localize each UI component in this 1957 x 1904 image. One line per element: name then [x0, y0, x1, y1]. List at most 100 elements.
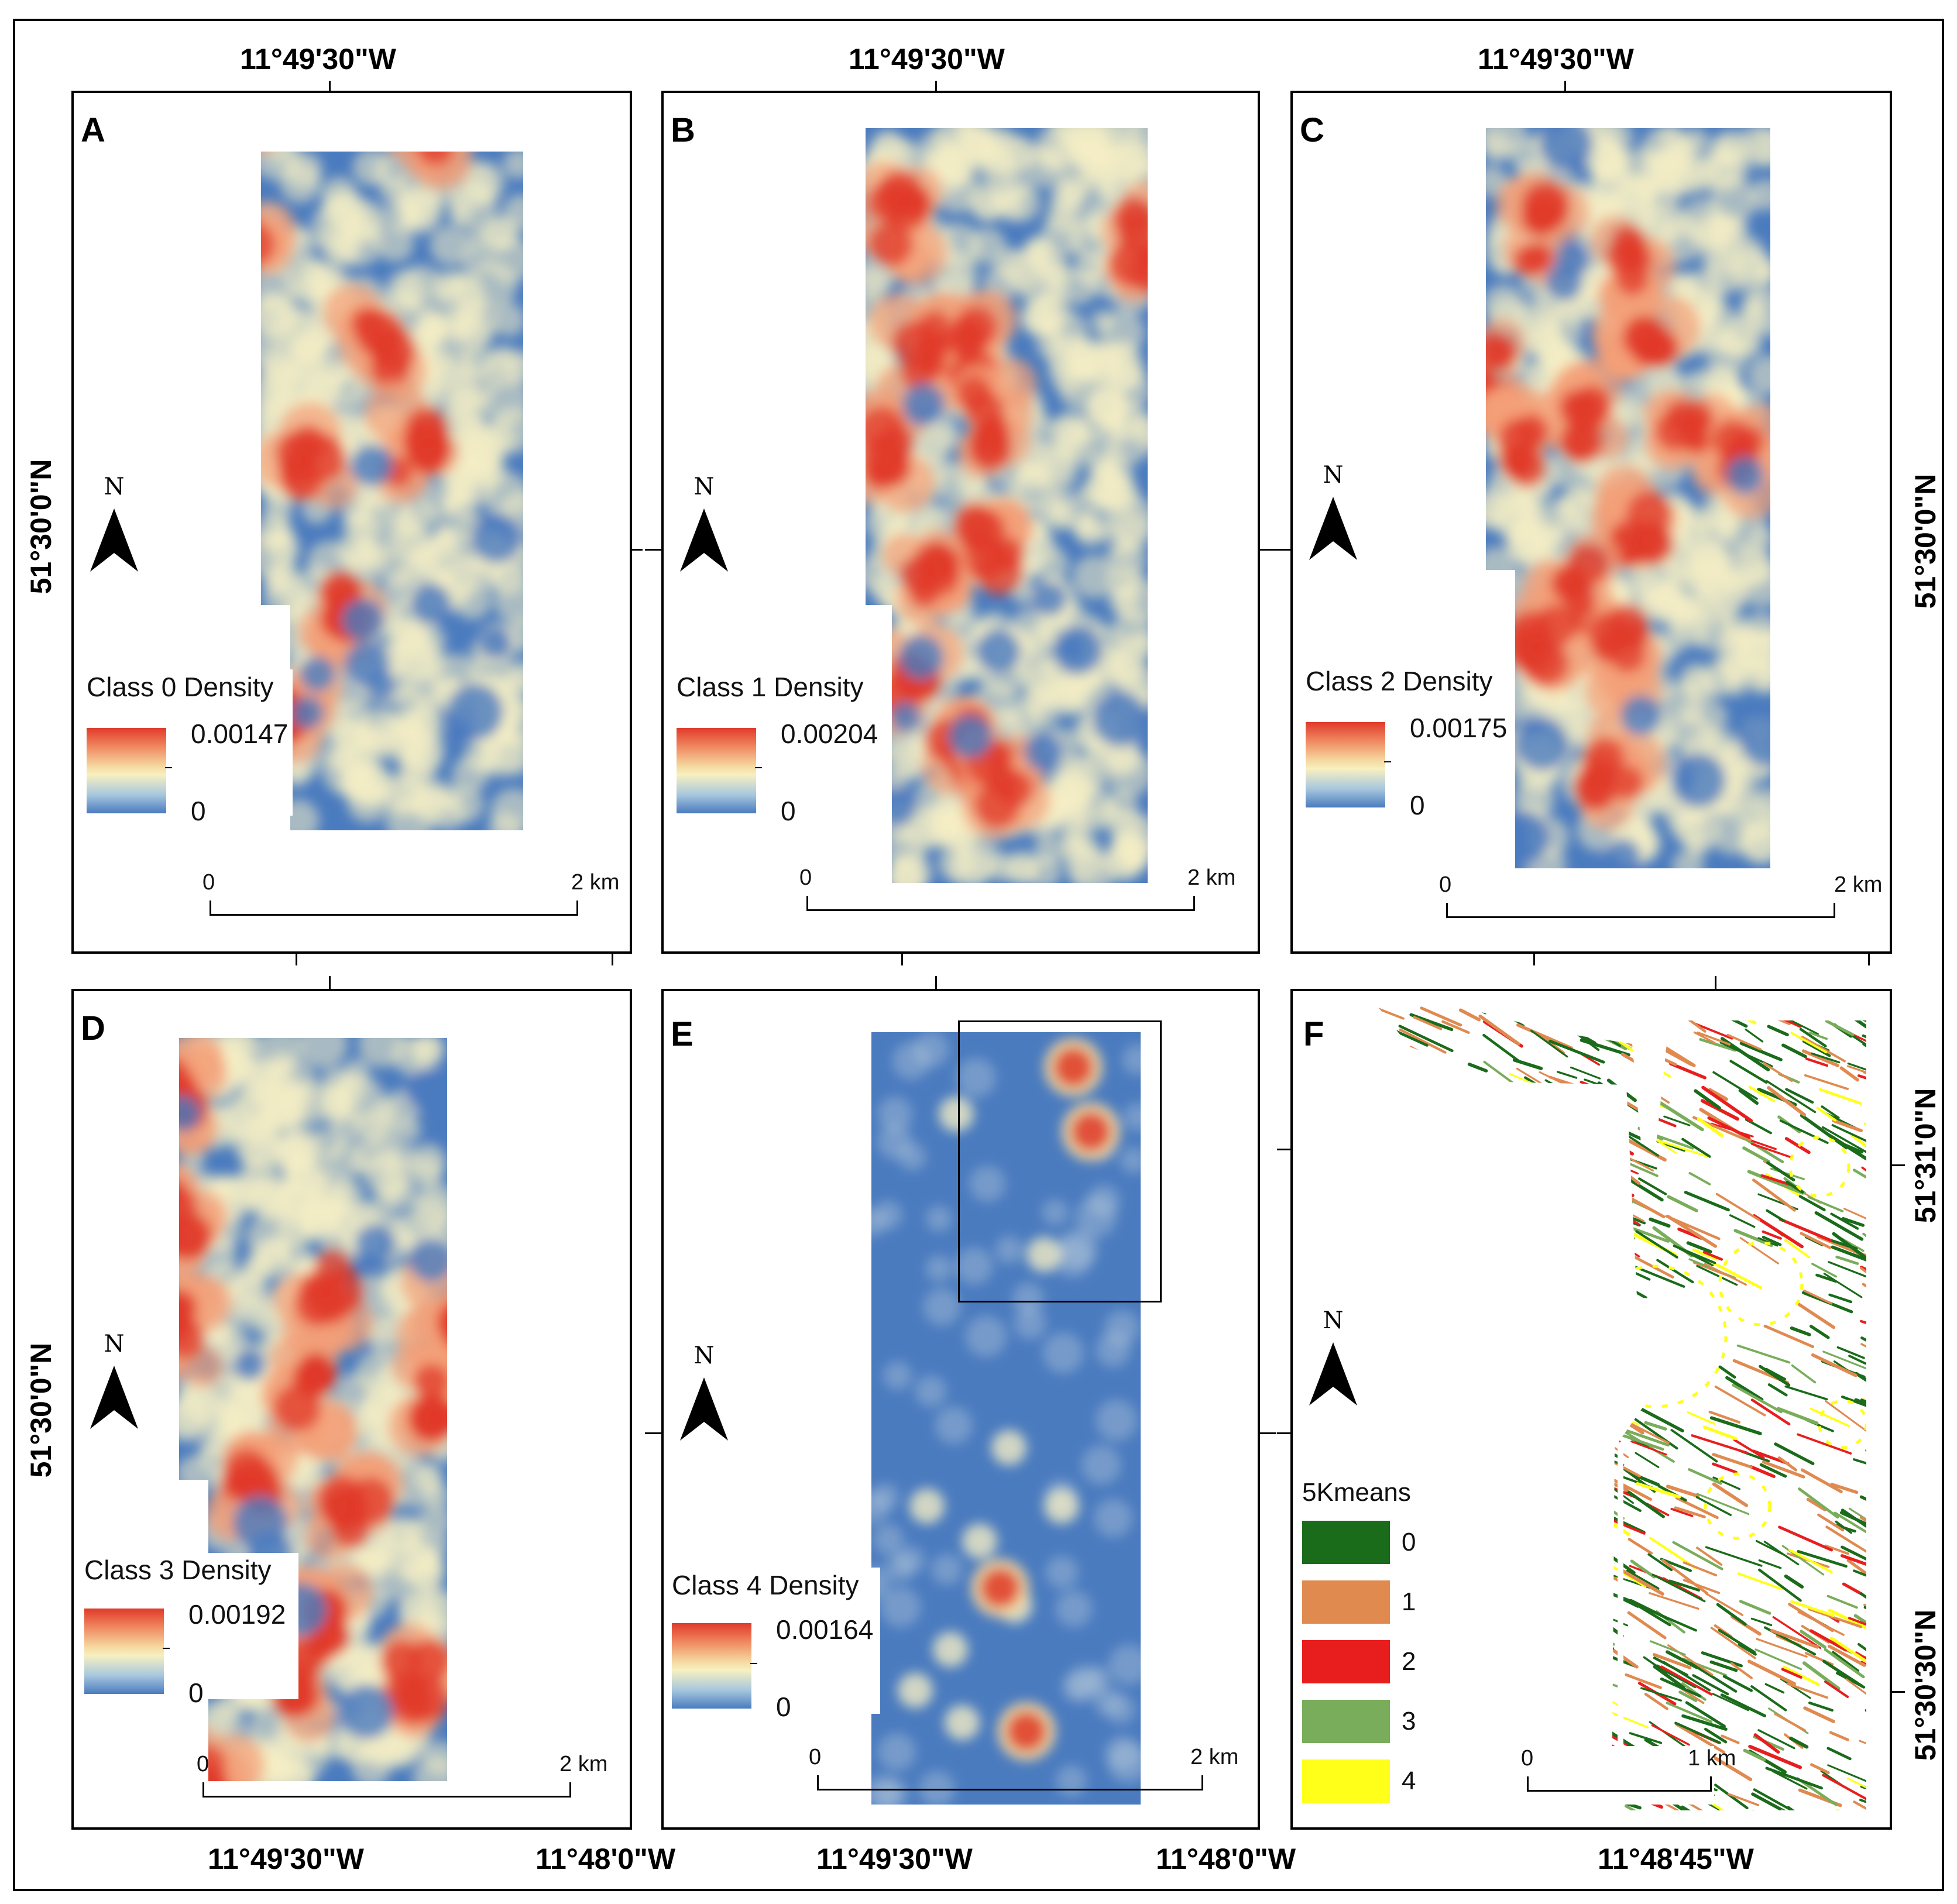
legend-label-class-0: 0 [1402, 1528, 1416, 1556]
scale-bar [210, 901, 578, 916]
legend-max: 0.00192 [188, 1599, 286, 1630]
scale-bar [1446, 903, 1835, 918]
scale-bar [806, 896, 1195, 911]
scale-start: 0 [809, 1745, 822, 1769]
north-arrow-icon [1309, 1342, 1357, 1405]
legend-title: Class 4 Density [672, 1570, 859, 1600]
scale-start: 0 [197, 1752, 210, 1776]
tick-c-left [1274, 549, 1290, 551]
tick-a-right [632, 549, 643, 551]
north-arrow: N [1301, 462, 1365, 561]
left-coord-bottom: 51°30'0"N [25, 1342, 57, 1478]
north-letter: N [693, 473, 715, 500]
north-arrow-icon [680, 508, 728, 572]
density-raster [261, 152, 523, 830]
legend-label-class-4: 4 [1402, 1766, 1416, 1795]
legend-label-class-1: 1 [1402, 1587, 1416, 1616]
tick-f-right2 [1892, 1691, 1905, 1693]
legend-label-class-2: 2 [1402, 1647, 1416, 1676]
tick-row-a2 [612, 954, 613, 965]
panel-f: F N 5Kmeans 0 1 2 3 4 0 1 km [1290, 989, 1892, 1830]
legend-title: Class 0 Density [87, 672, 274, 702]
zoom-extent-box [958, 1020, 1162, 1302]
density-map-d [179, 1038, 447, 1781]
legend-max: 0.00164 [776, 1614, 874, 1645]
legend-color-ramp [677, 728, 756, 813]
legend-color-ramp [84, 1609, 164, 1694]
scale-end: 2 km [1187, 865, 1236, 890]
scale-start: 0 [1439, 872, 1452, 897]
panel-c: C Class 2 Density 0.00175 0 N 0 2 km [1290, 91, 1892, 954]
legend-swatch-class-3 [1302, 1700, 1390, 1743]
density-map-c [1486, 128, 1770, 868]
north-letter: N [1323, 462, 1344, 489]
scale-end: 2 km [1834, 872, 1883, 897]
north-arrow: N [82, 473, 146, 573]
top-coord-a: 11°49'30"W [240, 43, 396, 75]
ramp-tick [1384, 761, 1391, 762]
tick-row-a1 [296, 954, 297, 965]
scale-end: 2 km [1190, 1745, 1239, 1769]
north-arrow-icon [90, 508, 138, 572]
panel-label: A [81, 111, 105, 149]
outer-frame [13, 19, 1944, 1891]
tick-row-c2 [1868, 954, 1870, 965]
legend-max: 0.00175 [1410, 713, 1508, 743]
scale-start: 0 [799, 865, 812, 890]
density-map-b [866, 128, 1148, 883]
kmeans-legend-title: 5Kmeans [1302, 1478, 1411, 1507]
panel-e: E Class 4 Density 0.00164 0 N 0 2 km [661, 989, 1260, 1830]
scale-bar [817, 1775, 1203, 1790]
north-arrow-icon [680, 1377, 728, 1441]
legend-max: 0.00204 [781, 719, 878, 749]
panel-label: E [671, 1015, 693, 1053]
scale-start: 0 [1521, 1746, 1534, 1771]
density-map-e [871, 1032, 1141, 1805]
tick-e-left [645, 1432, 661, 1434]
legend-min: 0 [776, 1692, 791, 1722]
tick-row-d1 [329, 976, 331, 989]
bottom-coord-f: 11°48'45"W [1598, 1843, 1754, 1875]
tick-e-right [1260, 1432, 1276, 1434]
left-coord-top: 51°30'0"N [25, 459, 57, 594]
panel-d: D Class 3 Density 0.00192 0 N 0 2 km [71, 989, 632, 1830]
kmeans-classification-map [1299, 1003, 1866, 1810]
right-coord-top: 51°30'0"N [1909, 473, 1942, 609]
scale-end: 2 km [559, 1752, 608, 1776]
scale-background [1515, 1746, 1714, 1805]
legend-min: 0 [191, 796, 206, 826]
north-arrow: N [82, 1331, 146, 1430]
ramp-tick [750, 1663, 757, 1664]
legend-title: Class 1 Density [677, 672, 864, 702]
tick-b-right [1260, 549, 1276, 551]
tick-row-f1 [1715, 976, 1716, 989]
top-tick-c [1564, 81, 1566, 91]
bottom-coord-d-right: 11°48'0"W [535, 1843, 676, 1875]
panel-b: B Class 1 Density 0.00204 0 N 0 2 km [661, 91, 1260, 954]
right-coord-low: 51°30'30"N [1909, 1609, 1942, 1761]
legend-swatch-class-4 [1302, 1759, 1390, 1803]
ramp-tick [755, 767, 762, 768]
legend-swatch-class-0 [1302, 1521, 1390, 1564]
legend-label-class-3: 3 [1402, 1707, 1416, 1735]
tick-f-left2 [1277, 1432, 1290, 1434]
legend-max: 0.00147 [191, 719, 289, 749]
legend-swatch-class-1 [1302, 1580, 1390, 1624]
north-letter: N [104, 473, 125, 500]
legend-min: 0 [1410, 790, 1425, 820]
scale-bar [1527, 1776, 1712, 1792]
bottom-coord-e-right: 11°48'0"W [1156, 1843, 1296, 1875]
legend-color-ramp [672, 1623, 751, 1709]
panel-label: C [1300, 111, 1324, 149]
panel-label: B [671, 111, 695, 149]
legend-swatch-class-2 [1302, 1640, 1390, 1683]
scale-end: 2 km [571, 870, 620, 895]
panel-label: F [1303, 1015, 1324, 1053]
top-coord-b: 11°49'30"W [849, 43, 1005, 75]
top-tick-b [935, 81, 937, 91]
north-arrow-icon [1309, 497, 1357, 560]
top-tick-a [329, 81, 331, 91]
tick-f-left [1277, 1149, 1290, 1150]
ramp-tick [163, 1648, 170, 1649]
